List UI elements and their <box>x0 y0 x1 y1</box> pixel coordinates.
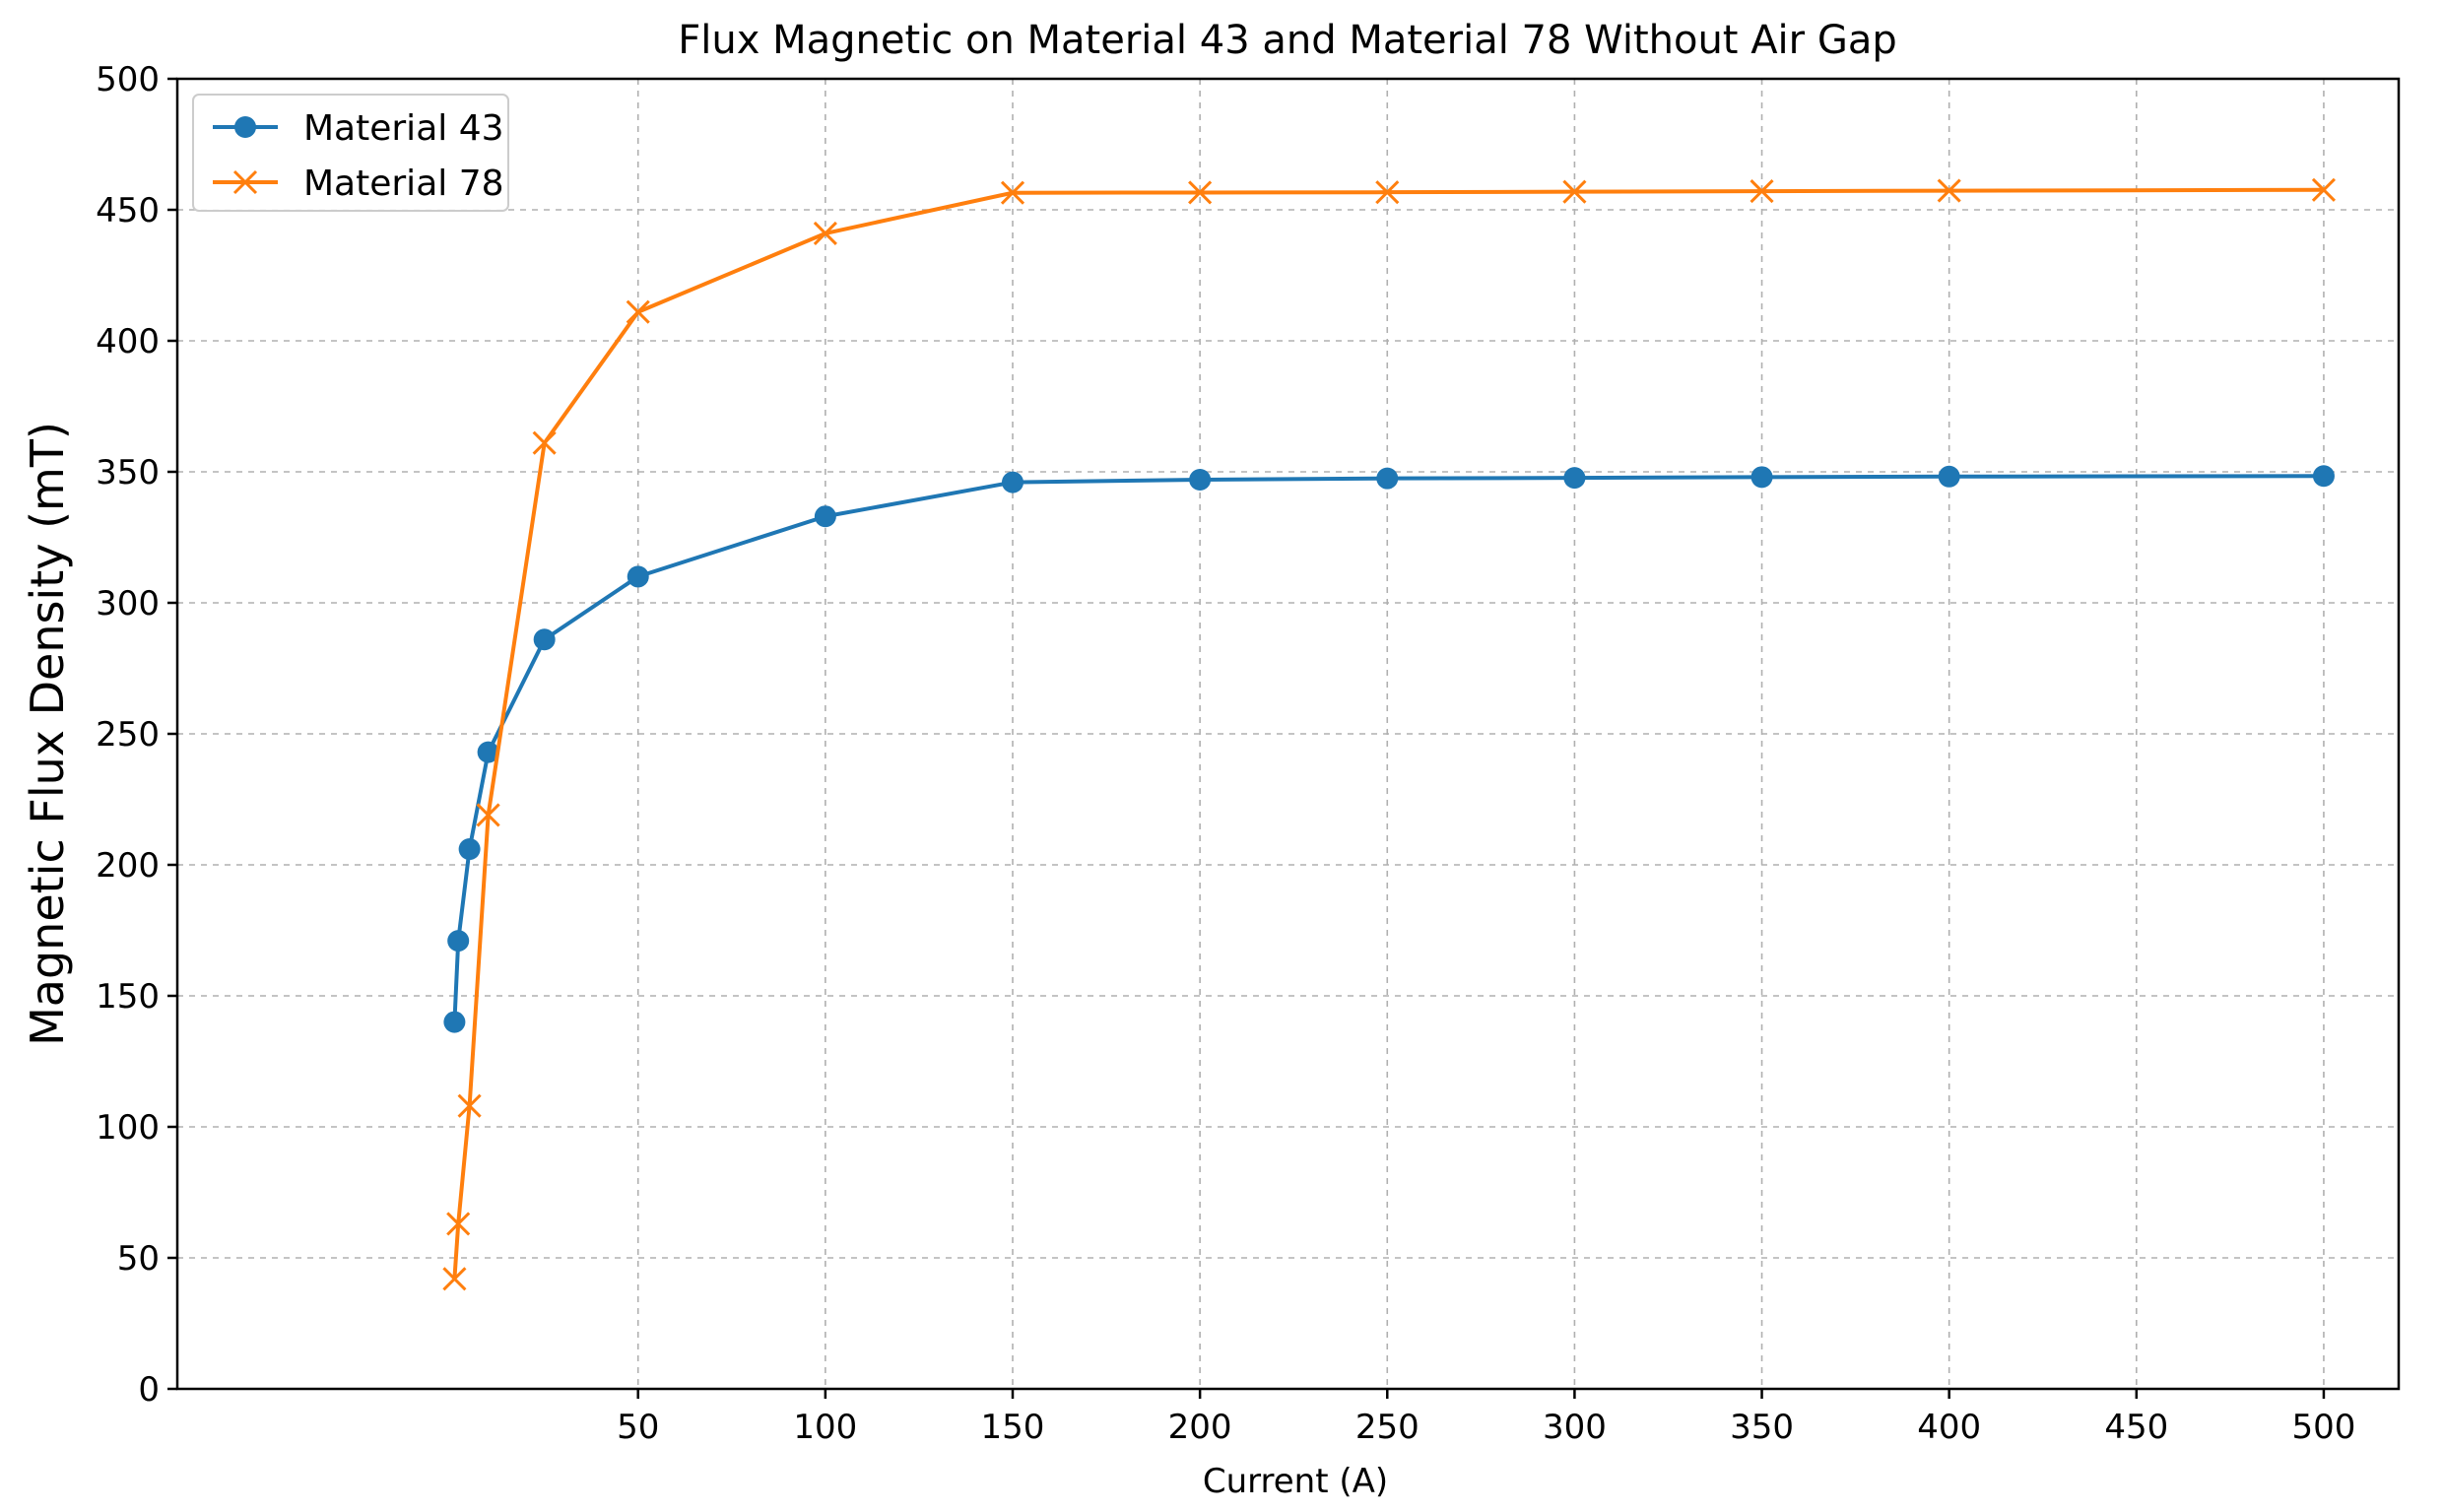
series <box>442 177 2337 1291</box>
x-tick-label: 100 <box>793 1408 857 1447</box>
data-point <box>814 505 836 528</box>
data-point <box>1376 467 1399 490</box>
data-point <box>532 430 557 455</box>
data-point <box>1000 180 1025 205</box>
x-tick-label: 400 <box>1917 1408 1981 1447</box>
data-point <box>447 930 470 953</box>
x-tick-label: 450 <box>2104 1408 2168 1447</box>
x-tick-label: 200 <box>1168 1408 1232 1447</box>
y-tick-label: 500 <box>96 60 160 99</box>
data-point <box>1938 465 1960 488</box>
data-point <box>477 741 499 763</box>
y-axis-label: Magnetic Flux Density (mT) <box>21 422 74 1046</box>
data-point <box>1375 180 1400 205</box>
legend: Material 43 Material 78 <box>192 94 509 212</box>
x-axis-label: Current (A) <box>1203 1462 1388 1501</box>
y-tick-label: 100 <box>96 1108 160 1148</box>
data-point <box>533 628 556 651</box>
data-point <box>1937 178 1961 203</box>
x-tick-label: 350 <box>1730 1408 1794 1447</box>
data-point <box>457 1093 482 1118</box>
x-tick-label: 250 <box>1355 1408 1420 1447</box>
data-point <box>443 1011 466 1033</box>
data-point <box>1563 467 1586 490</box>
legend-item: Material 43 <box>213 108 504 149</box>
data-point <box>2311 177 2337 202</box>
data-point <box>458 838 481 861</box>
y-tick-label: 150 <box>96 977 160 1017</box>
chart-title: Flux Magnetic on Material 43 and Materia… <box>678 18 1896 63</box>
axes: 50 100 150 200 250 300 350 400 450 500 0 50 100 150 20… <box>96 60 2355 1447</box>
data-point <box>446 1212 471 1236</box>
x-tick-label: 500 <box>2291 1408 2355 1447</box>
legend-item: Material 78 <box>213 164 504 204</box>
y-tick-label: 200 <box>96 846 160 886</box>
y-tick-label: 450 <box>96 191 160 230</box>
data-point <box>1002 471 1024 493</box>
x-tick-label: 300 <box>1543 1408 1607 1447</box>
y-tick-label: 300 <box>96 584 160 624</box>
legend-marker <box>232 169 258 195</box>
data-point <box>2312 465 2335 488</box>
legend-label: Material 43 <box>303 108 504 149</box>
series-line <box>452 187 2324 1280</box>
series-material-78 <box>442 177 2337 1291</box>
y-tick-label: 0 <box>138 1370 160 1410</box>
x-tick-label: 150 <box>981 1408 1045 1447</box>
data-point <box>1562 179 1587 204</box>
data-point <box>626 299 650 324</box>
y-tick-label: 350 <box>96 453 160 493</box>
data-point <box>1750 466 1773 489</box>
legend-label: Material 78 <box>303 164 504 204</box>
data-point <box>1188 180 1213 205</box>
data-point <box>1189 468 1212 491</box>
data-point <box>627 565 649 588</box>
data-point <box>1750 179 1774 204</box>
legend-marker <box>234 116 256 138</box>
series-line <box>452 474 2324 1022</box>
x-tick-label: 50 <box>617 1408 659 1447</box>
y-tick-label: 250 <box>96 715 160 755</box>
series-material-43 <box>443 465 2335 1033</box>
data-point <box>442 1267 467 1291</box>
y-tick-label: 50 <box>117 1239 160 1279</box>
data-point <box>813 221 837 246</box>
y-tick-label: 400 <box>96 322 160 362</box>
data-point <box>476 803 500 827</box>
